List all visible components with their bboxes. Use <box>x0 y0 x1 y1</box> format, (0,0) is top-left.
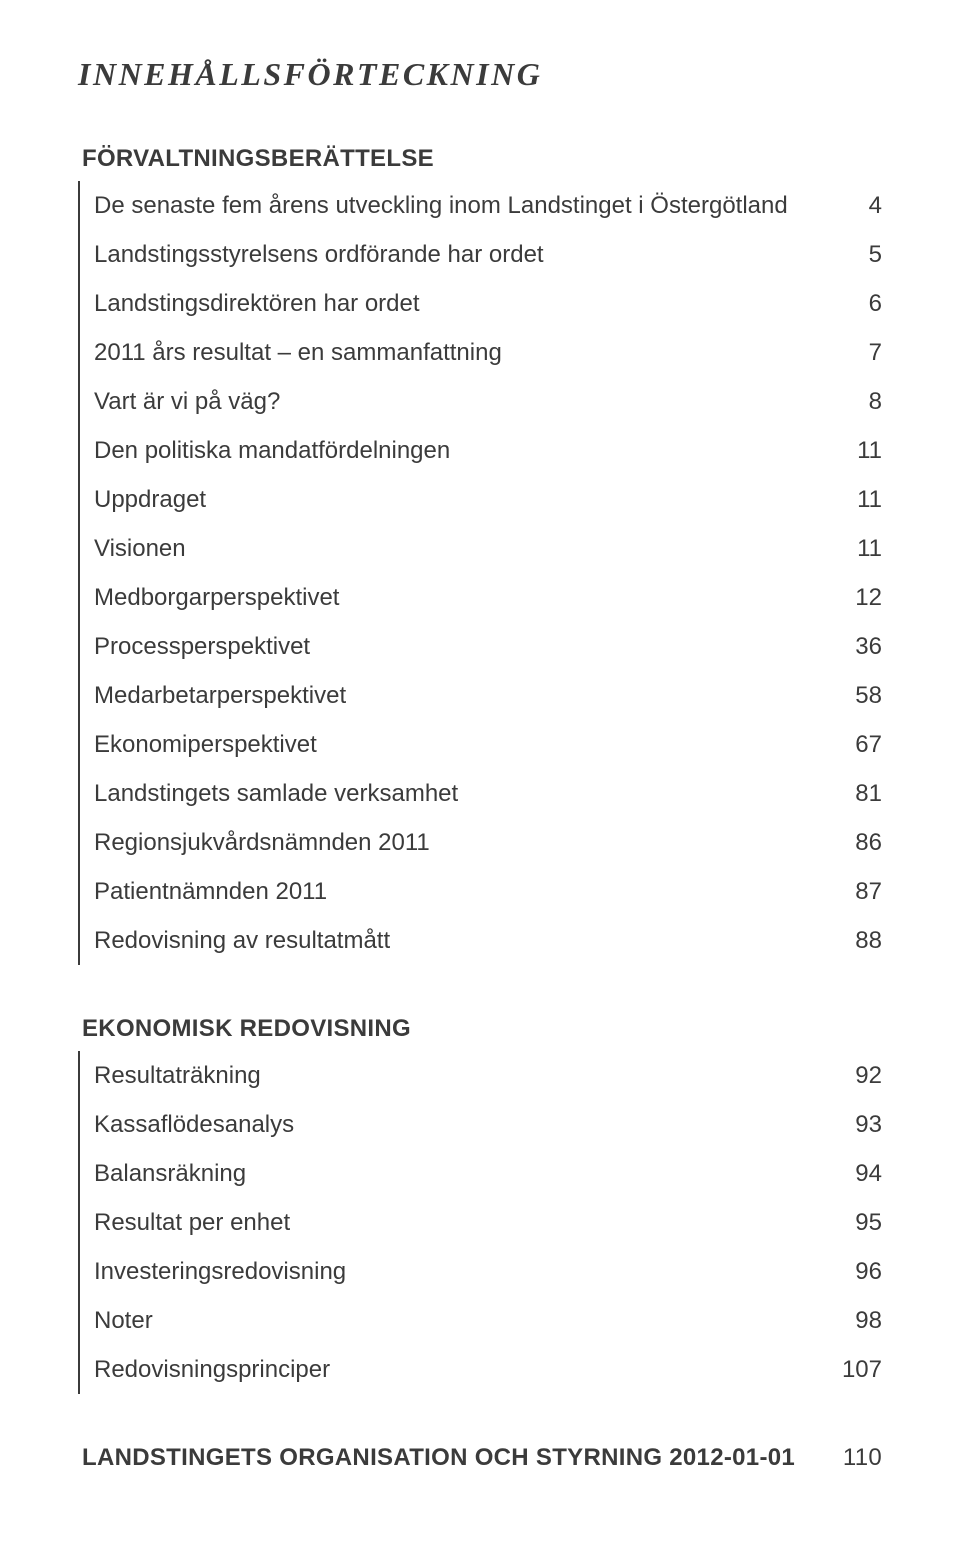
toc-row: Noter98 <box>94 1296 882 1345</box>
toc-row: Den politiska mandatfördelningen11 <box>94 426 882 475</box>
toc-sections: FÖRVALTNINGSBERÄTTELSE De senaste fem åre… <box>78 145 882 1394</box>
toc-standalone-page: 110 <box>802 1444 882 1472</box>
toc-row-label: Redovisning av resultatmått <box>94 929 802 953</box>
toc-row: Ekonomiperspektivet67 <box>94 720 882 769</box>
toc-row-page: 94 <box>802 1162 882 1186</box>
toc-row-label: Visionen <box>94 537 802 561</box>
toc-row-page: 86 <box>802 831 882 855</box>
toc-row: Medarbetarperspektivet58 <box>94 671 882 720</box>
toc-row-page: 81 <box>802 782 882 806</box>
toc-row-label: Redovisningsprinciper <box>94 1358 802 1382</box>
toc-row-label: Medborgarperspektivet <box>94 586 802 610</box>
toc-row-label: Uppdraget <box>94 488 802 512</box>
toc-section-heading: FÖRVALTNINGSBERÄTTELSE <box>82 145 882 173</box>
toc-standalone-label: LANDSTINGETS ORGANISATION OCH STYRNING 2… <box>82 1444 802 1472</box>
toc-row-label: Processperspektivet <box>94 635 802 659</box>
toc-row-label: Medarbetarperspektivet <box>94 684 802 708</box>
toc-row-page: 8 <box>802 390 882 414</box>
page-title: INNEHÅLLSFÖRTECKNING <box>78 56 882 93</box>
toc-row-page: 92 <box>802 1064 882 1088</box>
toc-standalone-row: LANDSTINGETS ORGANISATION OCH STYRNING 2… <box>78 1444 882 1472</box>
toc-row-page: 96 <box>802 1260 882 1284</box>
toc-row: Investeringsredovisning96 <box>94 1247 882 1296</box>
toc-row-label: Landstingsdirektören har ordet <box>94 292 802 316</box>
toc-row-page: 11 <box>802 439 882 463</box>
toc-row-page: 95 <box>802 1211 882 1235</box>
toc-row-label: Vart är vi på väg? <box>94 390 802 414</box>
toc-row: Uppdraget11 <box>94 475 882 524</box>
toc-section-heading: EKONOMISK REDOVISNING <box>82 1015 882 1043</box>
toc-row: Patientnämnden 201187 <box>94 867 882 916</box>
toc-row-label: Resultaträkning <box>94 1064 802 1088</box>
toc-block: Resultaträkning92Kassaflödesanalys93Bala… <box>78 1051 882 1394</box>
toc-row-label: 2011 års resultat – en sammanfattning <box>94 341 802 365</box>
toc-row-label: Ekonomiperspektivet <box>94 733 802 757</box>
toc-row: Landstingsdirektören har ordet6 <box>94 279 882 328</box>
toc-row-page: 87 <box>802 880 882 904</box>
toc-row-page: 58 <box>802 684 882 708</box>
toc-row: Redovisningsprinciper107 <box>94 1345 882 1394</box>
toc-row-label: Patientnämnden 2011 <box>94 880 802 904</box>
toc-row-label: Kassaflödesanalys <box>94 1113 802 1137</box>
toc-row-label: Landstingsstyrelsens ordförande har orde… <box>94 243 802 267</box>
toc-row-page: 11 <box>802 488 882 512</box>
toc-row: Medborgarperspektivet12 <box>94 573 882 622</box>
toc-row-page: 5 <box>802 243 882 267</box>
toc-row-label: Den politiska mandatfördelningen <box>94 439 802 463</box>
toc-row: 2011 års resultat – en sammanfattning7 <box>94 328 882 377</box>
toc-row-page: 6 <box>802 292 882 316</box>
toc-row-page: 88 <box>802 929 882 953</box>
toc-row: Resultaträkning92 <box>94 1051 882 1100</box>
toc-row-label: Balansräkning <box>94 1162 802 1186</box>
toc-row-label: Resultat per enhet <box>94 1211 802 1235</box>
toc-row: Landstingsstyrelsens ordförande har orde… <box>94 230 882 279</box>
toc-row-page: 107 <box>802 1358 882 1382</box>
toc-row: Kassaflödesanalys93 <box>94 1100 882 1149</box>
toc-row: Redovisning av resultatmått88 <box>94 916 882 965</box>
toc-row-page: 98 <box>802 1309 882 1333</box>
toc-row: Regionsjukvårdsnämnden 201186 <box>94 818 882 867</box>
toc-row: Resultat per enhet95 <box>94 1198 882 1247</box>
toc-row-page: 12 <box>802 586 882 610</box>
toc-row-page: 7 <box>802 341 882 365</box>
toc-row-label: Regionsjukvårdsnämnden 2011 <box>94 831 802 855</box>
toc-row: Balansräkning94 <box>94 1149 882 1198</box>
toc-row-label: Noter <box>94 1309 802 1333</box>
toc-row-label: De senaste fem årens utveckling inom Lan… <box>94 194 802 218</box>
toc-row-page: 4 <box>802 194 882 218</box>
toc-row: Vart är vi på väg?8 <box>94 377 882 426</box>
toc-row-page: 11 <box>802 537 882 561</box>
toc-row: De senaste fem årens utveckling inom Lan… <box>94 181 882 230</box>
toc-row-label: Investeringsredovisning <box>94 1260 802 1284</box>
toc-row: Processperspektivet36 <box>94 622 882 671</box>
toc-row-page: 36 <box>802 635 882 659</box>
toc-row: Visionen11 <box>94 524 882 573</box>
toc-row-page: 93 <box>802 1113 882 1137</box>
toc-row: Landstingets samlade verksamhet81 <box>94 769 882 818</box>
toc-block: De senaste fem årens utveckling inom Lan… <box>78 181 882 965</box>
toc-row-label: Landstingets samlade verksamhet <box>94 782 802 806</box>
toc-row-page: 67 <box>802 733 882 757</box>
